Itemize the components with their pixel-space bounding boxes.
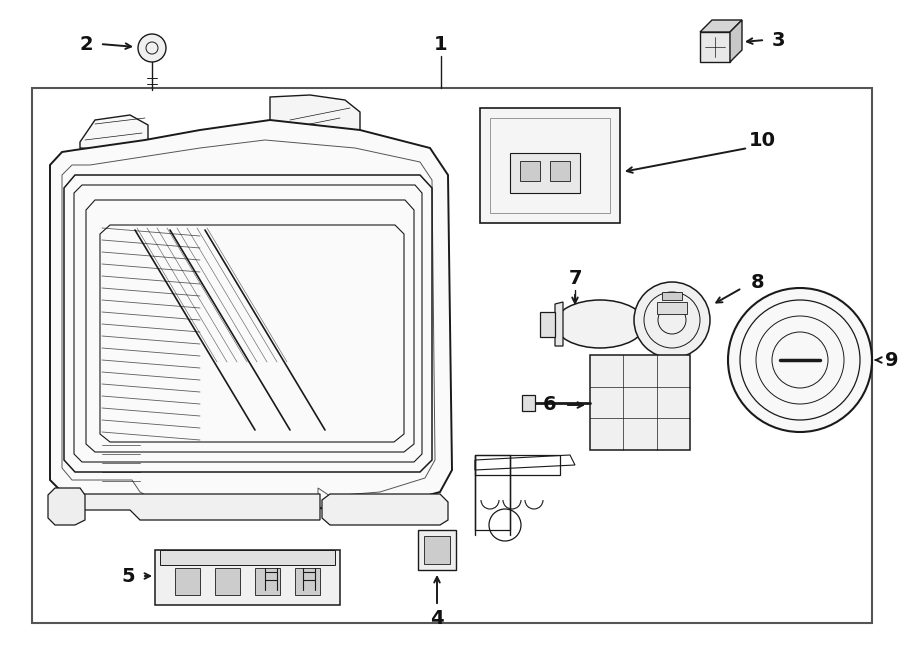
Polygon shape xyxy=(555,302,563,346)
Text: 10: 10 xyxy=(749,130,776,150)
Text: 8: 8 xyxy=(752,273,765,291)
Text: 2: 2 xyxy=(79,34,93,54)
Polygon shape xyxy=(160,550,335,565)
Polygon shape xyxy=(730,20,742,62)
Polygon shape xyxy=(520,161,540,181)
Polygon shape xyxy=(522,395,535,410)
Ellipse shape xyxy=(555,300,645,348)
Polygon shape xyxy=(590,355,690,450)
Polygon shape xyxy=(270,95,360,138)
Polygon shape xyxy=(700,32,730,62)
Text: 5: 5 xyxy=(122,567,135,585)
Bar xyxy=(32,88,872,623)
Circle shape xyxy=(728,288,872,432)
Polygon shape xyxy=(80,115,148,150)
Polygon shape xyxy=(155,550,340,605)
Polygon shape xyxy=(255,568,280,595)
Polygon shape xyxy=(295,568,320,595)
Text: 9: 9 xyxy=(886,350,899,369)
Polygon shape xyxy=(215,568,240,595)
Text: 6: 6 xyxy=(544,395,557,414)
Polygon shape xyxy=(662,292,682,300)
Polygon shape xyxy=(50,120,452,515)
Text: 4: 4 xyxy=(430,608,444,628)
Text: 7: 7 xyxy=(568,269,581,287)
Polygon shape xyxy=(322,494,448,525)
Text: 1: 1 xyxy=(434,34,448,54)
Polygon shape xyxy=(418,530,456,570)
Polygon shape xyxy=(175,568,200,595)
Polygon shape xyxy=(424,536,450,564)
Polygon shape xyxy=(65,494,320,520)
Polygon shape xyxy=(657,302,687,314)
Polygon shape xyxy=(700,20,742,32)
Circle shape xyxy=(634,282,710,358)
Polygon shape xyxy=(550,161,570,181)
Polygon shape xyxy=(510,153,580,193)
Polygon shape xyxy=(480,108,620,223)
Polygon shape xyxy=(48,488,85,525)
Text: 3: 3 xyxy=(771,30,785,50)
Polygon shape xyxy=(540,312,555,337)
Circle shape xyxy=(138,34,166,62)
